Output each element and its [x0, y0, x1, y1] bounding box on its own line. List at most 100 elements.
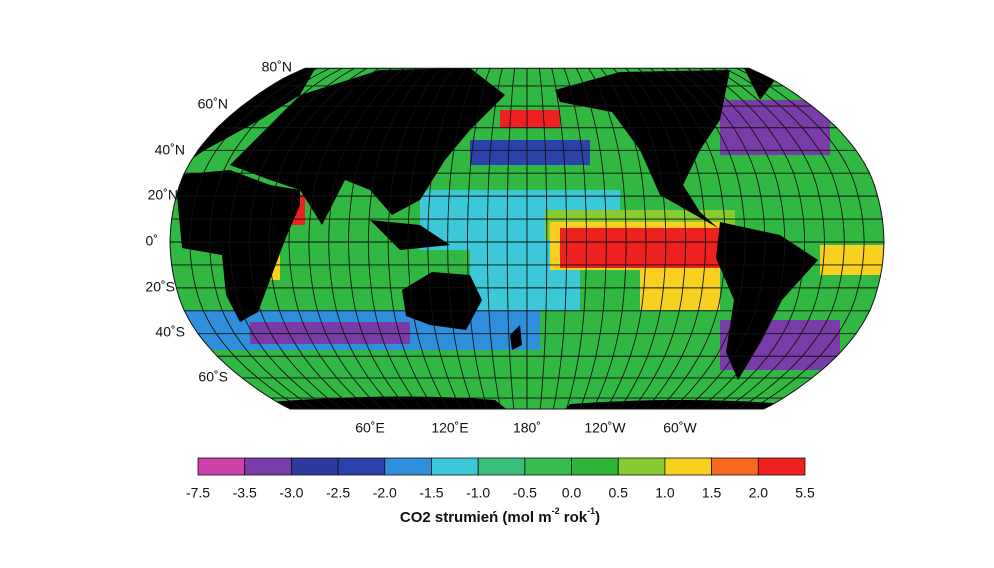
longitude-label: 60˚E — [355, 420, 385, 436]
title-sup: -2 — [552, 506, 560, 516]
colorbar-label: 2.0 — [749, 485, 769, 501]
colorbar-label: -1.5 — [419, 485, 443, 501]
colorbar-segment — [757, 457, 806, 476]
meridian — [551, 68, 568, 409]
meridian — [686, 68, 786, 409]
colorbar-label: 0.5 — [608, 485, 628, 501]
meridian — [268, 68, 368, 409]
flux-region — [560, 228, 720, 268]
meridian — [189, 68, 318, 409]
flux-region — [820, 245, 884, 275]
meridian — [662, 68, 746, 409]
flux-region — [640, 270, 720, 310]
meridian — [486, 68, 503, 409]
new-zealand — [510, 325, 522, 350]
longitude-label: 120˚E — [431, 420, 468, 436]
south-america — [716, 222, 818, 380]
title-part: CO2 strumień (mol m — [400, 509, 552, 526]
meridian — [612, 68, 667, 409]
title-sup: -1 — [587, 506, 595, 516]
meridian — [637, 68, 706, 409]
latitude-label: 40˚N — [155, 142, 185, 158]
colorbar-label: -7.5 — [186, 485, 210, 501]
meridian — [506, 68, 516, 409]
latitude-label: 40˚S — [155, 324, 185, 340]
colorbar-segment — [337, 457, 386, 476]
meridian — [427, 68, 466, 409]
meridian — [467, 68, 491, 409]
colorbar-label: -1.0 — [466, 485, 490, 501]
longitude-label: 120˚W — [584, 420, 626, 436]
latitude-label: 60˚N — [198, 96, 228, 112]
north-america — [555, 70, 730, 228]
latitude-label: 0˚ — [146, 233, 158, 249]
meridian — [649, 68, 726, 409]
eurasia — [230, 68, 505, 225]
meridian — [563, 68, 587, 409]
title-part: rok — [560, 509, 588, 526]
meridian — [367, 68, 429, 409]
graticule — [170, 68, 884, 409]
colorbar-segment — [524, 457, 572, 476]
colorbar-segment — [244, 457, 292, 476]
colorbar-label: 5.5 — [795, 485, 815, 501]
colorbar-segment — [197, 457, 246, 476]
colorbar-segment — [290, 457, 339, 476]
meridian — [407, 68, 454, 409]
meridian — [248, 68, 355, 409]
latitude-label: 20˚N — [148, 187, 178, 203]
colorbar-segment — [664, 457, 713, 476]
antarctica — [555, 400, 800, 409]
meridian — [387, 68, 442, 409]
map-labels: 80˚N 60˚N 40˚N 20˚N 0˚ 20˚S 40˚S 60˚S 60˚E 120˚E 1… — [145, 59, 697, 436]
colorbar-label: -3.5 — [233, 485, 257, 501]
meridian — [674, 68, 766, 409]
meridian — [348, 68, 417, 409]
meridian — [328, 68, 405, 409]
map-outline — [169, 67, 885, 410]
flux-region — [470, 140, 590, 165]
colorbar-segment — [571, 457, 619, 476]
colorbar-label: 1.5 — [702, 485, 722, 501]
colorbar-segment — [477, 457, 526, 476]
title-part: ) — [595, 509, 600, 526]
africa — [175, 170, 300, 322]
latitude-label: 60˚S — [198, 369, 228, 385]
colorbar-label: -2.0 — [373, 485, 397, 501]
longitude-label: 60˚W — [663, 420, 697, 436]
meridian — [229, 68, 343, 409]
meridian — [600, 68, 647, 409]
meridian — [209, 68, 331, 409]
map-body — [170, 68, 884, 409]
meridian — [711, 68, 825, 409]
colorbar-segment — [617, 457, 666, 476]
colorbar-label: 0.0 — [562, 485, 582, 501]
longitude-label: 180˚ — [513, 420, 541, 436]
meridian — [588, 68, 627, 409]
meridian — [447, 68, 479, 409]
meridian — [625, 68, 687, 409]
colorbar: -7.5 -3.5 -3.0 -2.5 -2.0 -1.5 -1.0 -0.5 0.0 0.5 1.… — [186, 457, 815, 501]
colorbar-title: CO2 strumień (mol m-2 rok-1) — [400, 506, 600, 526]
flux-region — [250, 322, 410, 344]
latitude-label: 80˚N — [262, 59, 292, 75]
meridian — [575, 68, 607, 409]
antarctica — [260, 396, 520, 409]
flux-region — [500, 110, 560, 128]
colorbar-label: -0.5 — [513, 485, 537, 501]
colorbar-label: -3.0 — [279, 485, 303, 501]
colorbar-segment — [431, 457, 479, 476]
colorbar-segment — [384, 457, 432, 476]
colorbar-segment — [711, 457, 759, 476]
meridian — [538, 68, 548, 409]
australia — [402, 272, 482, 330]
meridian — [699, 68, 806, 409]
meridian — [288, 68, 380, 409]
meridian — [308, 68, 392, 409]
indonesia — [370, 220, 450, 250]
meridian — [723, 68, 845, 409]
colorbar-label: -2.5 — [326, 485, 350, 501]
colorbar-label: 1.0 — [655, 485, 675, 501]
meridian — [736, 68, 865, 409]
